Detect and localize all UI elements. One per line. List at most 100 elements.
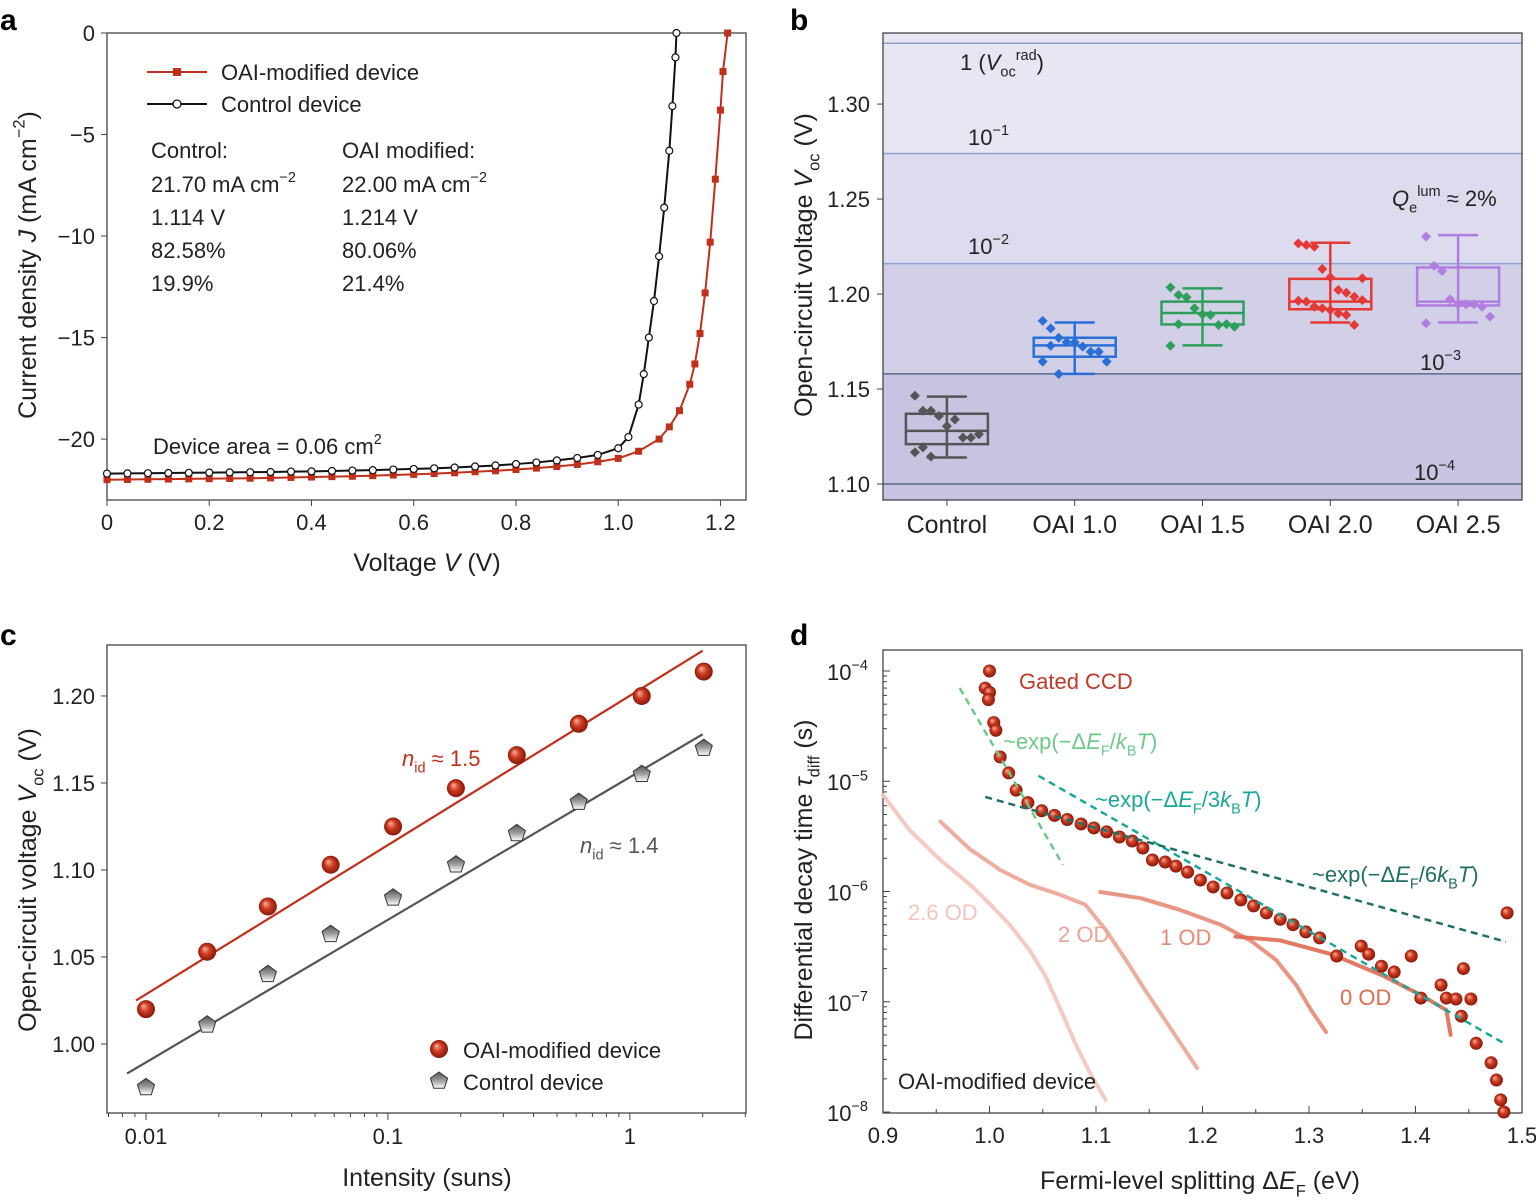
data-point-control bbox=[639, 370, 648, 379]
data-point-oai bbox=[348, 472, 356, 480]
text-run: 1 OD bbox=[1160, 925, 1211, 950]
data-point bbox=[1357, 295, 1368, 306]
data-point-oai bbox=[686, 380, 694, 388]
text-run: 1.15 bbox=[52, 771, 95, 796]
text-run: (V) bbox=[790, 113, 818, 153]
data-point-oai bbox=[144, 475, 152, 483]
data-point-control bbox=[470, 462, 480, 471]
text-run: 82.58% bbox=[151, 238, 226, 263]
text-run: oc bbox=[1000, 65, 1015, 81]
data-point bbox=[949, 414, 960, 425]
y-tick-label: −20 bbox=[58, 427, 95, 452]
text-run: (s) bbox=[790, 719, 818, 755]
text-run: 1.5 bbox=[1507, 1123, 1536, 1148]
data-point bbox=[1469, 299, 1480, 310]
oai-param: 21.4% bbox=[342, 271, 404, 296]
data-point-oai bbox=[198, 942, 217, 961]
text-run: 21.4% bbox=[342, 271, 404, 296]
category-label: OAI 1.5 bbox=[1160, 511, 1245, 539]
text-run: diff bbox=[806, 755, 824, 777]
x-tick-label: 1.0 bbox=[603, 510, 634, 535]
data-point-gated-ccd bbox=[1362, 947, 1376, 961]
data-point-gated-ccd bbox=[1500, 906, 1514, 920]
oai-params-title: OAI modified: bbox=[342, 138, 475, 163]
data-point-control bbox=[368, 466, 377, 475]
data-point-oai bbox=[389, 471, 397, 479]
text-run: T bbox=[1458, 862, 1473, 887]
text-run: OAI 1.0 bbox=[1032, 511, 1117, 539]
text-run: ~exp(−Δ bbox=[1312, 862, 1395, 887]
control-params-title: Control: bbox=[151, 138, 228, 163]
x-tick-label: 0.6 bbox=[398, 510, 429, 535]
y-tick-label: 1.10 bbox=[52, 858, 95, 883]
data-point-gated-ccd bbox=[1136, 841, 1150, 855]
data-point bbox=[1333, 308, 1344, 319]
data-point-gated-ccd bbox=[1404, 949, 1418, 963]
control-param: 82.58% bbox=[151, 238, 226, 263]
text-run: −6 bbox=[851, 879, 868, 895]
text-run: T bbox=[1241, 787, 1256, 812]
text-run: 1.05 bbox=[52, 945, 95, 970]
qe-annotation: Qelum ≈ 2% bbox=[1392, 184, 1497, 217]
text-run: −2 bbox=[470, 170, 487, 186]
data-point-control bbox=[665, 146, 674, 155]
data-point-oai bbox=[226, 474, 234, 482]
data-point bbox=[1077, 341, 1088, 352]
text-run: 10 bbox=[827, 1101, 851, 1126]
text-run: 21.70 mA cm bbox=[151, 172, 279, 197]
text-run: 1.10 bbox=[827, 472, 870, 497]
od-curve bbox=[881, 793, 1108, 1102]
text-run: F bbox=[1296, 1183, 1306, 1201]
y-tick-label: 1.15 bbox=[52, 771, 95, 796]
data-point-gated-ccd bbox=[1484, 1056, 1498, 1070]
data-point bbox=[1437, 266, 1448, 277]
control-param: 19.9% bbox=[151, 271, 213, 296]
x-tick-label: 1.4 bbox=[1400, 1123, 1431, 1148]
legend-label-control: Control device bbox=[221, 92, 362, 117]
legend-marker-control bbox=[172, 99, 182, 109]
data-point bbox=[1461, 299, 1472, 310]
text-run: ) bbox=[1471, 862, 1478, 887]
text-run: E bbox=[1086, 729, 1101, 754]
oai-param: 22.00 mA cm−2 bbox=[342, 170, 487, 197]
data-point bbox=[925, 405, 936, 416]
text-run: 1.1 bbox=[1081, 1123, 1112, 1148]
data-point-oai bbox=[719, 68, 727, 76]
data-point-oai bbox=[711, 175, 719, 183]
fit-label-oai: nid ≈ 1.5 bbox=[402, 746, 480, 777]
data-point bbox=[1301, 240, 1312, 251]
text-run: −4 bbox=[851, 658, 868, 674]
qe-band bbox=[883, 33, 1522, 154]
data-point bbox=[941, 421, 952, 432]
y-tick-label: 10−8 bbox=[827, 1099, 868, 1126]
data-point bbox=[1485, 311, 1496, 322]
data-point-oai bbox=[258, 897, 277, 916]
text-run: OAI-modified device bbox=[463, 1038, 661, 1063]
data-point bbox=[1421, 318, 1432, 329]
data-point bbox=[1317, 263, 1328, 274]
data-point-control bbox=[136, 1077, 156, 1096]
data-point-control bbox=[654, 252, 664, 261]
data-point bbox=[933, 411, 944, 422]
text-run: F bbox=[1101, 744, 1110, 760]
data-point bbox=[973, 429, 984, 440]
oai-param: 80.06% bbox=[342, 238, 417, 263]
data-point bbox=[1301, 296, 1312, 307]
reference-level-label: 10−4 bbox=[1414, 458, 1455, 485]
text-run: 1.15 bbox=[827, 377, 870, 402]
text-run: V bbox=[14, 784, 42, 803]
data-point-control bbox=[532, 458, 541, 467]
data-point bbox=[1085, 346, 1096, 357]
text-run: Voltage bbox=[353, 549, 443, 577]
data-point-gated-ccd bbox=[1047, 808, 1061, 822]
text-run: Intensity (suns) bbox=[342, 1164, 512, 1192]
data-point-oai bbox=[696, 330, 704, 338]
text-run: −1 bbox=[992, 123, 1009, 139]
data-point bbox=[909, 447, 920, 458]
data-point bbox=[1037, 315, 1048, 326]
data-point-oai bbox=[446, 779, 465, 798]
data-point bbox=[1309, 301, 1320, 312]
text-run: −20 bbox=[58, 427, 95, 452]
x-tick-label: 1.0 bbox=[974, 1123, 1005, 1148]
